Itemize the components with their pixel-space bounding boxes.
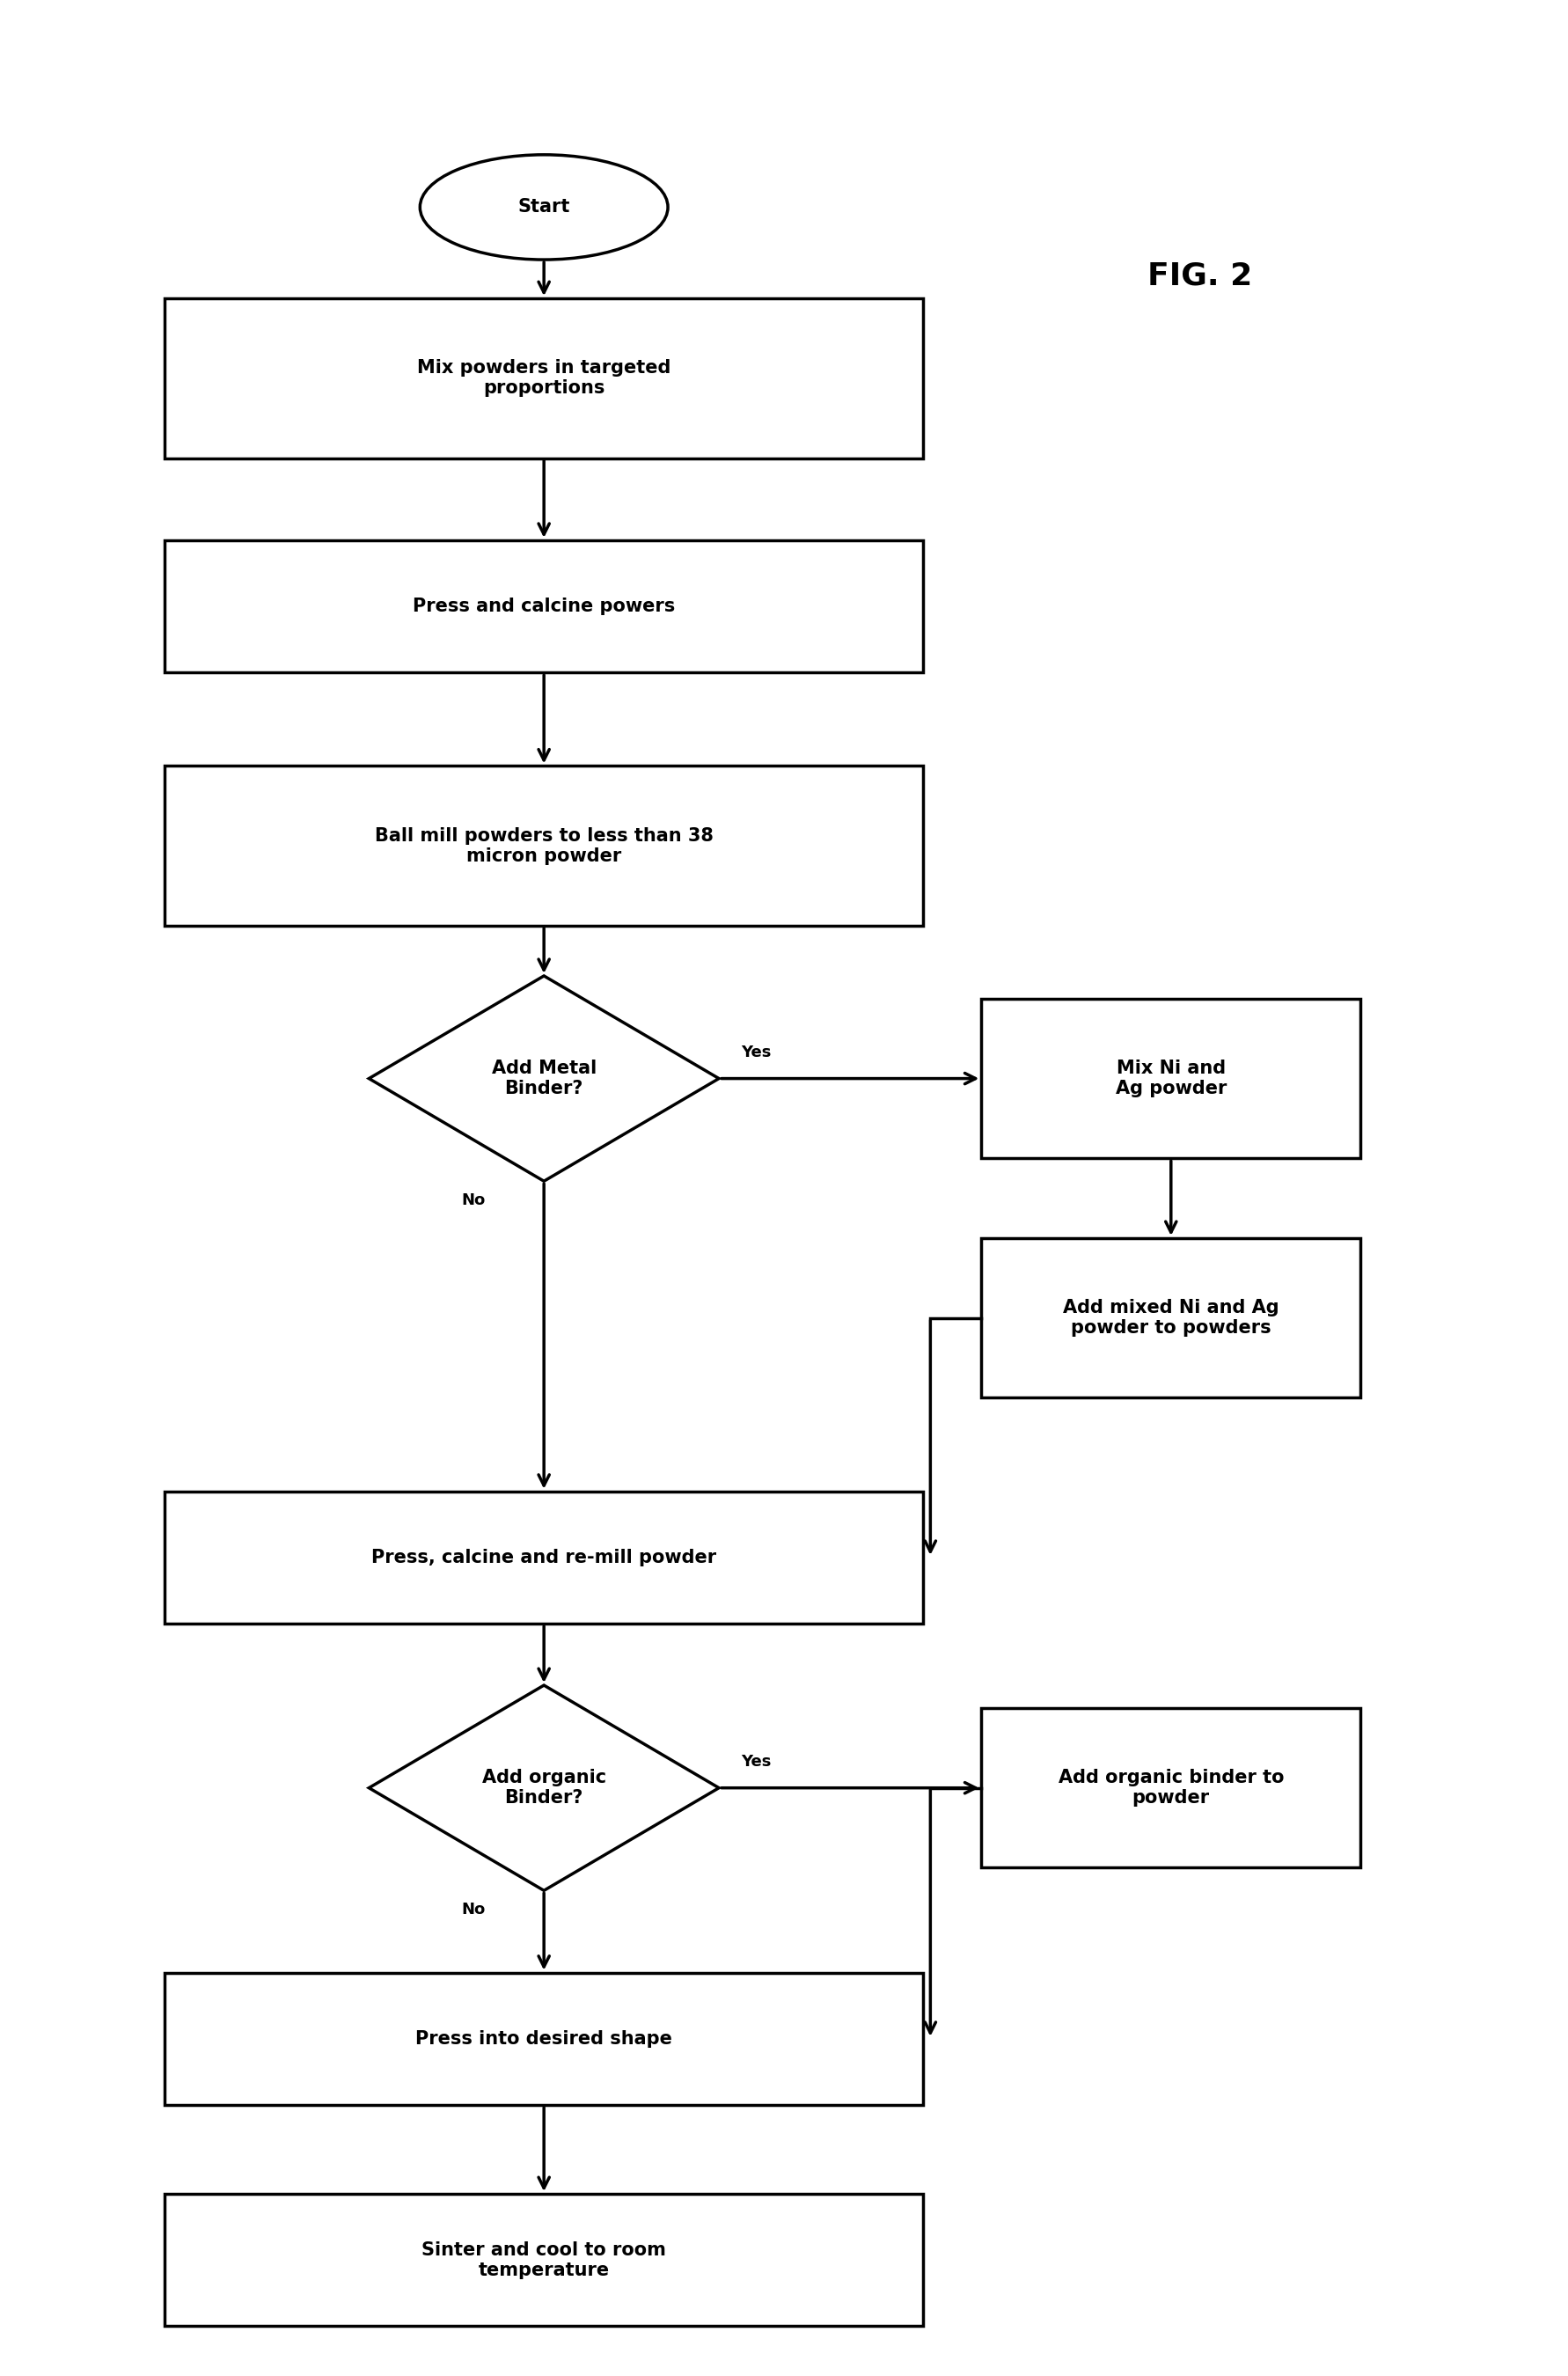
- FancyBboxPatch shape: [165, 1492, 924, 1623]
- Text: Press, calcine and re-mill powder: Press, calcine and re-mill powder: [372, 1549, 717, 1566]
- FancyBboxPatch shape: [165, 299, 924, 459]
- Text: Ball mill powders to less than 38
micron powder: Ball mill powders to less than 38 micron…: [375, 827, 713, 865]
- Text: Press into desired shape: Press into desired shape: [416, 2029, 673, 2048]
- FancyBboxPatch shape: [982, 1238, 1361, 1397]
- Text: Mix powders in targeted
proportions: Mix powders in targeted proportions: [417, 359, 671, 397]
- FancyBboxPatch shape: [165, 2193, 924, 2326]
- Text: No: No: [461, 1901, 486, 1917]
- Ellipse shape: [420, 154, 668, 259]
- Text: Start: Start: [517, 197, 571, 216]
- FancyBboxPatch shape: [165, 765, 924, 927]
- Text: Yes: Yes: [740, 1045, 771, 1060]
- FancyBboxPatch shape: [982, 1708, 1361, 1868]
- Text: Yes: Yes: [740, 1753, 771, 1770]
- Text: Add Metal
Binder?: Add Metal Binder?: [491, 1060, 596, 1098]
- Polygon shape: [368, 1685, 720, 1891]
- Text: Add mixed Ni and Ag
powder to powders: Add mixed Ni and Ag powder to powders: [1063, 1300, 1279, 1338]
- Polygon shape: [368, 977, 720, 1181]
- Text: FIG. 2: FIG. 2: [1148, 261, 1253, 290]
- Text: Add organic binder to
powder: Add organic binder to powder: [1058, 1768, 1284, 1806]
- FancyBboxPatch shape: [165, 1972, 924, 2105]
- Text: Press and calcine powers: Press and calcine powers: [412, 596, 676, 615]
- Text: Add organic
Binder?: Add organic Binder?: [481, 1768, 605, 1806]
- FancyBboxPatch shape: [165, 539, 924, 672]
- Text: No: No: [461, 1193, 486, 1209]
- FancyBboxPatch shape: [982, 998, 1361, 1159]
- Text: Mix Ni and
Ag powder: Mix Ni and Ag powder: [1115, 1060, 1226, 1098]
- Text: Sinter and cool to room
temperature: Sinter and cool to room temperature: [422, 2241, 666, 2279]
